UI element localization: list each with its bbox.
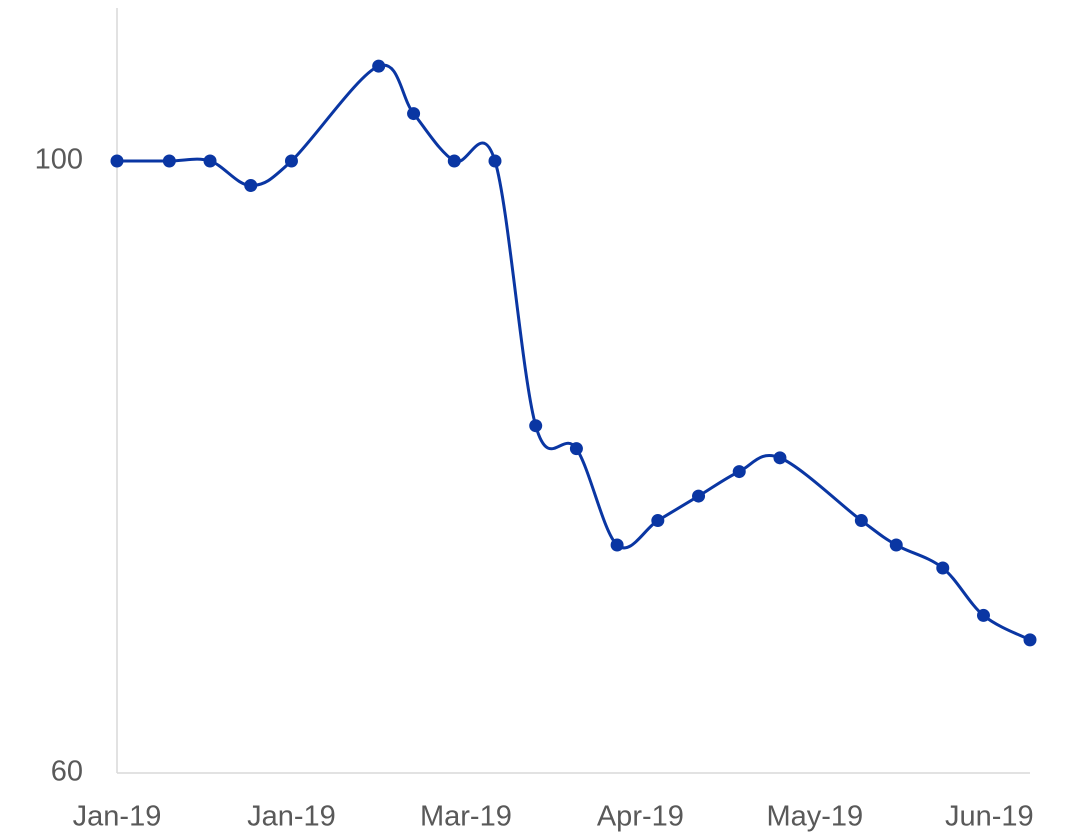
line — [117, 63, 1031, 642]
point — [110, 154, 124, 168]
point — [889, 538, 903, 552]
point — [773, 451, 787, 465]
x-tick-label: Mar-19 — [420, 801, 512, 833]
point — [488, 154, 502, 168]
point — [162, 154, 176, 168]
point — [372, 59, 386, 73]
x-tick-label: Jan-19 — [73, 801, 162, 833]
point — [610, 538, 624, 552]
point — [1023, 633, 1037, 647]
x-tick-label: Jun-19 — [945, 801, 1034, 833]
point — [529, 419, 543, 433]
point — [203, 154, 217, 168]
x-tick-label: May-19 — [766, 801, 863, 833]
point — [284, 154, 298, 168]
point — [569, 442, 583, 456]
y-tick-label: 100 — [35, 144, 83, 176]
point — [447, 154, 461, 168]
x-tick-label: Apr-19 — [597, 801, 684, 833]
point — [976, 608, 990, 622]
point — [244, 178, 258, 192]
point — [936, 561, 950, 575]
point — [732, 465, 746, 479]
point — [407, 107, 421, 121]
x-tick-label: Jan-19 — [247, 801, 336, 833]
point — [651, 514, 665, 528]
y-tick-label: 60 — [51, 756, 83, 788]
point — [692, 489, 706, 503]
point — [854, 514, 868, 528]
